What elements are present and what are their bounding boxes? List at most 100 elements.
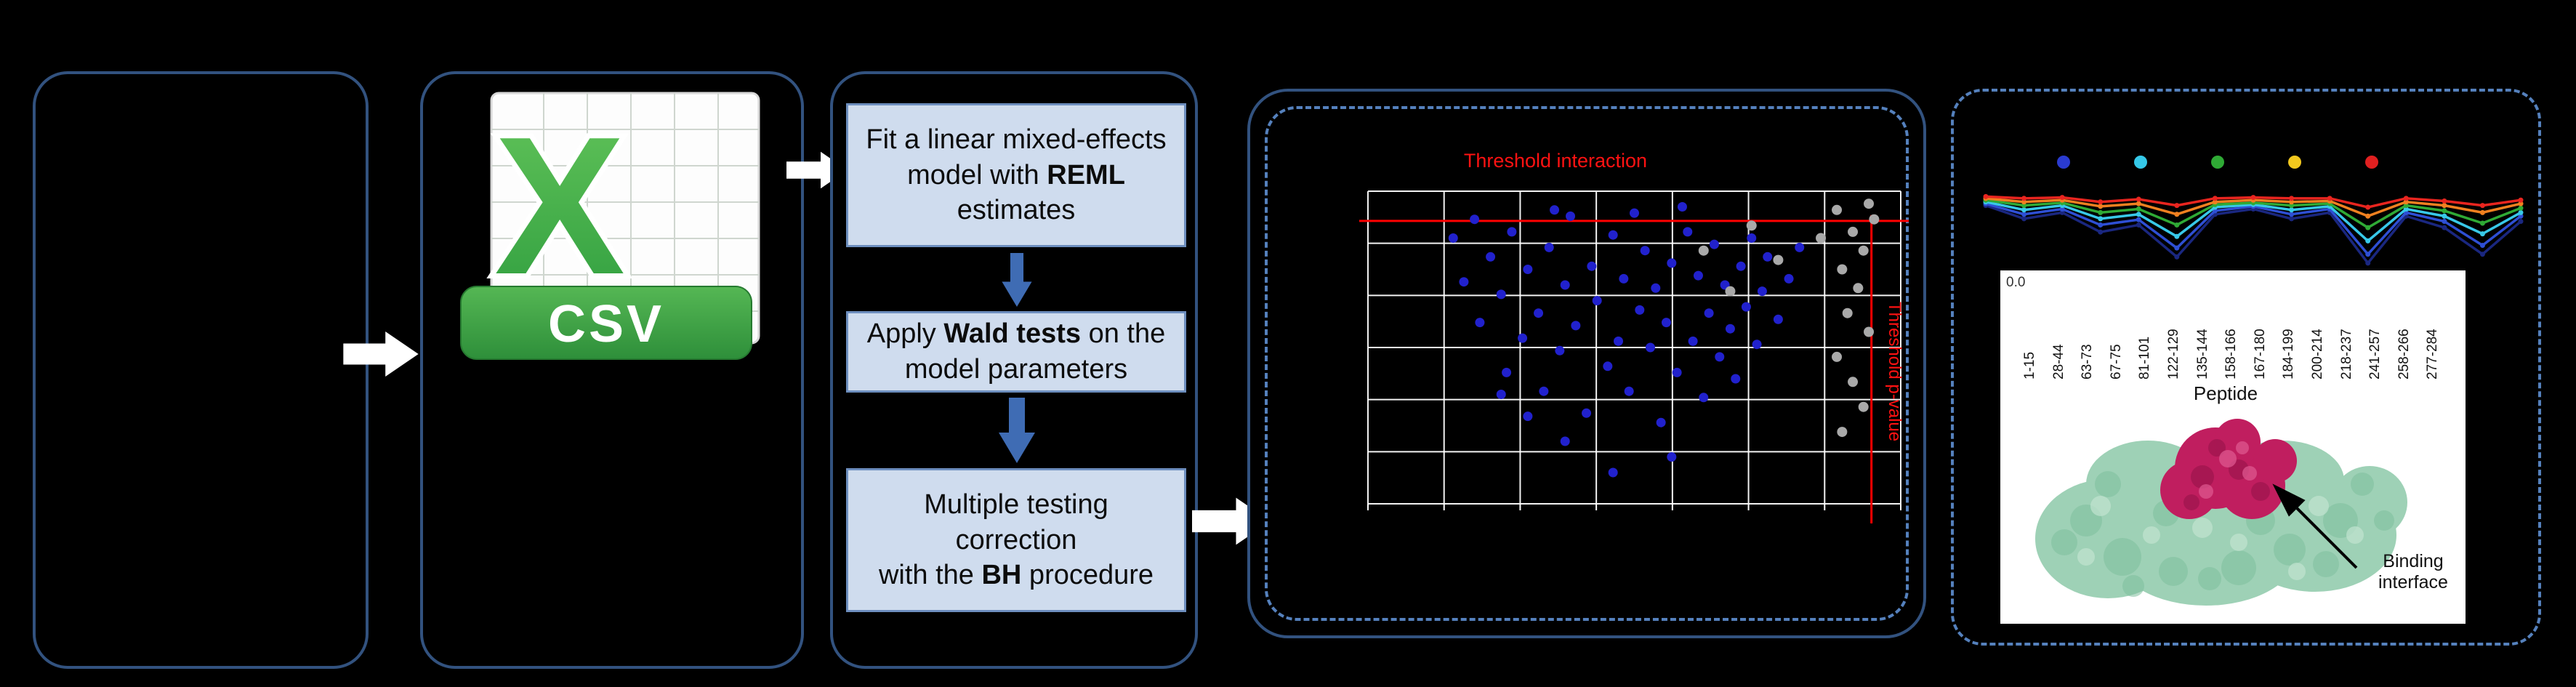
flow-step-multiple-testing: Multiple testing correction with the BH p… — [846, 468, 1186, 612]
blue-data-point — [1470, 214, 1480, 225]
uptake-marker-blue — [2021, 212, 2027, 217]
step2-text: Apply — [866, 318, 944, 350]
step1-text: Fit a linear mixed-effects model with — [866, 124, 1167, 190]
uptake-marker-blue — [2479, 243, 2485, 248]
blue-data-point — [1624, 386, 1634, 396]
binding-site-highlights — [2199, 441, 2257, 499]
blue-data-point — [1763, 252, 1773, 262]
uptake-marker-blue — [2136, 217, 2141, 222]
arrow-shape — [1002, 253, 1032, 307]
blue-data-point — [1448, 233, 1458, 243]
blue-data-point — [1747, 233, 1757, 243]
uptake-marker-green — [2174, 222, 2180, 228]
flow-step-multiple-testing-text: Multiple testing correction with the BH p… — [860, 487, 1172, 593]
csv-file-icon: X CSV — [460, 92, 760, 360]
gray-data-point — [1698, 245, 1709, 256]
peptide-axis-tick-labels: 1-15 28-44 63-73 67-75 81-101 122-129 135-144 1… — [2000, 270, 2466, 381]
gray-data-point — [1864, 198, 1875, 209]
blue-data-point — [1630, 208, 1639, 218]
blue-data-point — [1539, 386, 1549, 396]
blue-data-point — [1475, 318, 1485, 328]
blue-data-point — [1550, 205, 1560, 215]
blue-data-point — [1677, 202, 1687, 212]
uptake-marker-green — [2518, 205, 2524, 211]
uptake-marker-blue — [2174, 245, 2180, 251]
blue-data-point — [1693, 270, 1703, 281]
uptake-marker-orange — [2403, 199, 2409, 205]
blue-data-point — [1731, 374, 1741, 384]
uptake-marker-orange — [2442, 203, 2447, 209]
uptake-marker-red — [2518, 197, 2524, 203]
blue-data-point — [1496, 289, 1506, 300]
flow-step-wald-tests-text: Apply Wald tests on the model parameters — [860, 316, 1172, 387]
uptake-marker-navy — [2479, 252, 2485, 257]
scatter-plot — [1359, 190, 1909, 523]
blue-data-point — [1757, 286, 1767, 297]
step3-bold: BH — [981, 560, 1022, 591]
blue-data-point — [1608, 230, 1618, 240]
step3-text3: procedure — [1021, 560, 1154, 591]
peptide-tick-label: 241-257 — [2367, 329, 2383, 379]
flow-arrow-right-icon — [343, 332, 419, 377]
time-legend-dot — [2134, 156, 2147, 169]
panel-uptake-results — [1951, 89, 2541, 646]
blue-data-point — [1507, 227, 1517, 237]
blue-data-point — [1523, 411, 1533, 422]
uptake-marker-orange — [2289, 199, 2295, 205]
peptide-tick-label: 200-214 — [2310, 329, 2325, 379]
time-legend-dot — [2057, 156, 2070, 169]
blue-data-point — [1651, 283, 1661, 293]
uptake-marker-green — [2021, 203, 2027, 209]
peptide-axis-inset: 0.0 1-15 28-44 63-73 67-75 81-101 122-129 135-… — [2000, 270, 2466, 624]
gray-data-point — [1832, 204, 1843, 215]
binding-interface-arrow — [2272, 483, 2358, 569]
gray-data-point — [1848, 226, 1859, 237]
peptide-tick-label: 28-44 — [2050, 344, 2066, 379]
uptake-marker-cyan — [2365, 238, 2371, 244]
uptake-marker-navy — [2021, 216, 2027, 222]
step1-bold: REML — [1047, 159, 1125, 190]
blue-data-point — [1560, 280, 1570, 290]
uptake-marker-green — [2098, 209, 2104, 215]
blue-data-point — [1566, 211, 1576, 221]
blue-data-point — [1661, 318, 1671, 328]
blue-data-point — [1683, 227, 1693, 237]
uptake-marker-green — [2289, 203, 2295, 209]
uptake-marker-blue — [2518, 213, 2524, 219]
uptake-marker-blue — [2289, 212, 2295, 217]
peptide-tick-label: 63-73 — [2080, 344, 2096, 379]
uptake-marker-cyan — [2479, 231, 2485, 237]
peptide-tick-label: 258-266 — [2396, 329, 2412, 379]
gray-data-point — [1725, 286, 1736, 297]
blue-data-point — [1555, 345, 1565, 355]
uptake-marker-blue — [2098, 222, 2104, 228]
uptake-marker-navy — [2518, 219, 2524, 225]
flow-step-fit-model-text: Fit a linear mixed-effects model with RE… — [860, 122, 1172, 228]
uptake-marker-red — [2136, 196, 2141, 202]
flow-step-wald-tests: Apply Wald tests on the model parameters — [846, 311, 1186, 393]
peptide-tick-label: 158-166 — [2223, 329, 2239, 379]
uptake-marker-cyan — [2442, 213, 2447, 219]
uptake-marker-red — [2442, 198, 2447, 204]
threshold-interaction-label: Threshold interaction — [1463, 150, 1648, 172]
uptake-marker-cyan — [2518, 209, 2524, 215]
blue-data-point — [1795, 242, 1805, 252]
blue-data-point — [1725, 324, 1735, 334]
uptake-marker-green — [2365, 225, 2371, 230]
uptake-marker-cyan — [2136, 212, 2141, 217]
blue-data-point — [1496, 390, 1506, 399]
csv-banner — [460, 286, 752, 360]
uptake-marker-red — [2479, 203, 2485, 209]
peptide-tick-label: 67-75 — [2108, 344, 2124, 379]
uptake-marker-green — [2403, 203, 2409, 209]
peptide-tick-label: 184-199 — [2281, 329, 2297, 379]
uptake-line-chart — [1983, 193, 2524, 266]
peptide-tick-label: 135-144 — [2194, 329, 2210, 379]
uptake-marker-red — [2403, 196, 2409, 201]
blue-data-point — [1704, 308, 1714, 318]
csv-banner-label: CSV — [548, 295, 664, 353]
uptake-marker-red — [2098, 199, 2104, 205]
step3-text2: with the — [878, 560, 982, 591]
uptake-marker-red — [2289, 196, 2295, 201]
uptake-marker-cyan — [2098, 216, 2104, 222]
